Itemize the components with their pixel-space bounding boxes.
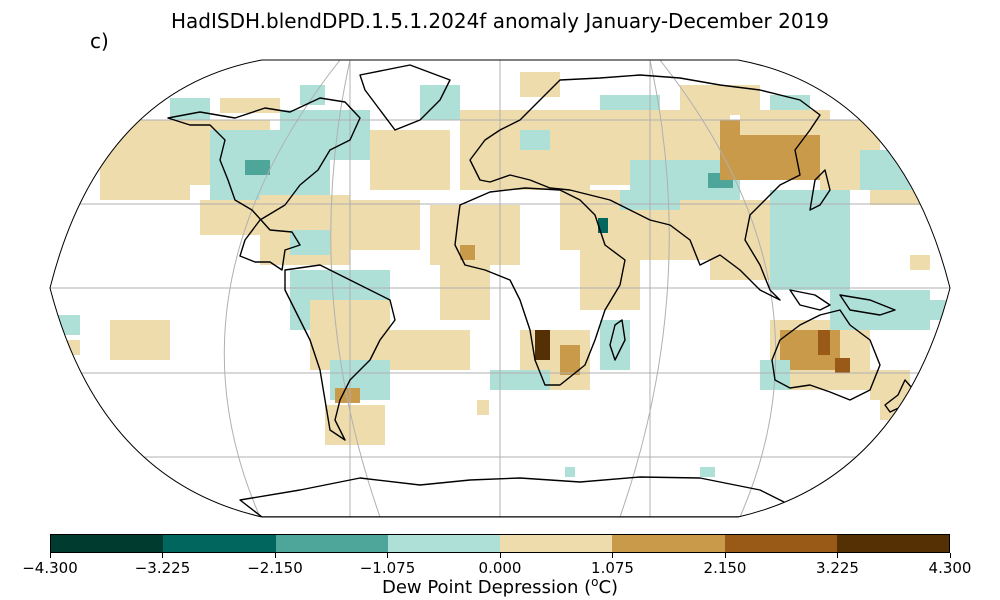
colorbar-segment [612, 535, 725, 552]
colorbar-tick-label: −2.150 [247, 559, 303, 577]
colorbar-tick [837, 553, 838, 558]
colorbar-segment [387, 535, 500, 552]
colorbar-tick [162, 553, 163, 558]
colorbar-segment [51, 535, 164, 552]
colorbar-tick-label: −3.225 [134, 559, 191, 577]
colorbar-segment [500, 535, 613, 552]
colorbar-tick [499, 553, 501, 558]
colorbar-tick [274, 553, 276, 558]
colorbar-tick-label: 3.225 [816, 559, 859, 577]
graticule [50, 60, 950, 517]
colorbar-tick [724, 553, 726, 558]
colorbar-tick [49, 553, 51, 558]
colorbar-segment [724, 535, 837, 552]
anomaly-grid-cells [50, 72, 950, 477]
globe-outline [49, 59, 951, 518]
colorbar-tick-label: −1.075 [359, 559, 416, 577]
colorbar-tick-label: 1.075 [591, 559, 634, 577]
panel-label: c) [90, 29, 109, 53]
colorbar-segment [163, 535, 276, 552]
colorbar-tick-label: −4.300 [22, 559, 78, 577]
colorbar [50, 534, 950, 553]
world-map [49, 59, 951, 518]
colorbar-tick-label: 2.150 [703, 559, 747, 577]
colorbar-label: Dew Point Depression (oC) [381, 575, 619, 598]
colorbar-tick [612, 553, 613, 558]
figure-title: HadISDH.blendDPD.1.5.1.2024f anomaly Jan… [170, 9, 830, 33]
colorbar-tick [949, 553, 951, 558]
colorbar-segment [836, 535, 949, 552]
colorbar-tick-label: 0.000 [478, 559, 522, 577]
colorbar-segment [275, 535, 388, 552]
colorbar-tick [387, 553, 388, 558]
colorbar-tick-label: 4.300 [928, 559, 972, 577]
